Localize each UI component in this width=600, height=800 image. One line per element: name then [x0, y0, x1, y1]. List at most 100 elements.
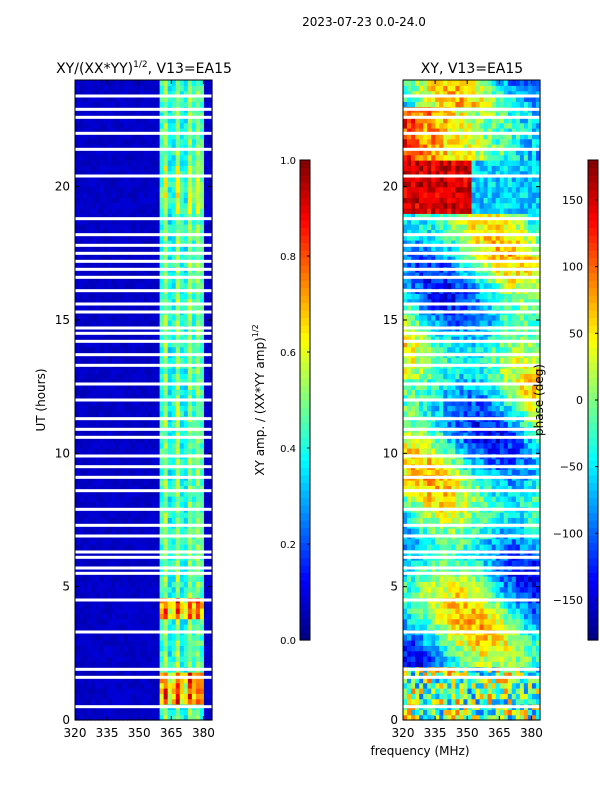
panel2-cell — [523, 608, 529, 614]
panel1-cell — [135, 368, 141, 374]
panel2-cell — [531, 618, 537, 625]
amplitude-colorbar-gradient-band — [300, 175, 310, 184]
panel1-cell — [95, 608, 100, 614]
panel1-cell — [99, 394, 104, 401]
panel2-cell — [427, 693, 432, 700]
panel1-cell — [191, 592, 197, 598]
panel1-cell — [191, 122, 197, 129]
panel1-cell — [99, 618, 104, 625]
panel1-cell — [187, 282, 193, 289]
panel1-cell — [99, 181, 104, 188]
panel1-cell — [167, 112, 173, 118]
panel1-cell — [111, 101, 116, 108]
panel1-cell — [199, 714, 205, 721]
panel1-cell — [111, 693, 116, 700]
panel1-cell — [155, 373, 161, 380]
panel2-cell — [431, 624, 436, 630]
panel1-cell — [127, 208, 133, 214]
panel1-cell — [175, 528, 181, 534]
panel1-cell — [207, 458, 213, 465]
panel2-cell — [483, 709, 489, 716]
panel1-cell — [123, 544, 128, 550]
panel1-cell — [107, 501, 112, 508]
panel1-cell — [175, 400, 181, 406]
panel1-cell — [127, 618, 133, 625]
panel2-cell — [427, 624, 432, 630]
panel1-cell — [79, 400, 84, 406]
panel1-cell — [103, 709, 108, 716]
panel1-cell — [171, 448, 177, 454]
panel1-cell — [143, 437, 149, 444]
panel1-cell — [179, 176, 185, 182]
panel1-cell — [75, 618, 80, 625]
panel1-flagged-row — [75, 475, 212, 479]
panel1-cell — [159, 485, 165, 492]
panel1-cell — [111, 384, 116, 390]
panel1-cell — [195, 698, 201, 705]
panel1-cell — [167, 656, 173, 662]
panel1-cell — [179, 261, 185, 268]
panel1-cell — [115, 261, 120, 268]
panel1-cell — [179, 517, 185, 524]
panel1-cell — [91, 122, 96, 129]
panel1-cell — [167, 138, 173, 145]
panel1-cell — [171, 117, 177, 124]
panel1-cell — [187, 640, 193, 646]
panel1-cell — [127, 160, 133, 166]
panel1-cell — [179, 320, 185, 326]
panel1-cell — [203, 341, 209, 348]
panel1-cell — [207, 682, 213, 689]
panel1-cell — [135, 128, 141, 134]
panel1-cell — [175, 624, 181, 630]
panel1-cell — [159, 480, 165, 486]
panel2-cell — [459, 624, 465, 630]
panel1-cell — [183, 714, 189, 721]
panel1-cell — [131, 496, 137, 502]
panel1-cell — [135, 490, 141, 497]
panel1-cell — [143, 181, 149, 188]
panel1-cell — [139, 538, 145, 545]
panel1-cell — [183, 538, 189, 545]
panel2-cell — [491, 634, 497, 641]
panel1-cell — [127, 496, 133, 502]
panel1-cell — [151, 490, 157, 497]
panel1-cell — [107, 400, 112, 406]
panel1-cell — [131, 202, 137, 209]
panel1-cell — [123, 202, 128, 209]
panel1-cell — [115, 373, 120, 380]
panel1-cell — [79, 384, 84, 390]
panel1-cell — [143, 80, 149, 86]
panel1-cell — [203, 122, 209, 129]
panel1-cell — [183, 560, 189, 566]
panel1-cell — [115, 613, 120, 620]
panel1-cell — [167, 389, 173, 396]
panel1-cell — [119, 432, 124, 438]
panel1-cell — [163, 448, 169, 454]
panel1-cell — [195, 512, 201, 518]
panel1-cell — [107, 394, 112, 401]
panel2-cell — [511, 650, 517, 657]
panel1-cell — [75, 133, 80, 140]
panel1-cell — [107, 608, 112, 614]
panel1-cell — [147, 202, 153, 209]
panel1-cell — [195, 517, 201, 524]
panel1-cell — [119, 608, 124, 614]
panel1-cell — [99, 373, 104, 380]
panel2-cell — [527, 677, 533, 684]
panel1-cell — [155, 112, 161, 118]
panel1-cell — [123, 490, 128, 497]
panel1-cell — [127, 650, 133, 657]
panel1-cell — [87, 256, 92, 262]
panel1-cell — [203, 293, 209, 300]
panel1-cell — [83, 197, 88, 204]
panel1-cell — [175, 133, 181, 140]
amplitude-colorbar-gradient-band — [300, 542, 310, 551]
panel1-cell — [195, 117, 201, 124]
panel1-cell — [139, 357, 145, 364]
panel1-cell — [91, 298, 96, 305]
panel1-cell — [159, 656, 165, 662]
panel1-cell — [163, 117, 169, 124]
panel1-cell — [135, 437, 141, 444]
panel1-cell — [191, 709, 197, 716]
panel1-cell — [191, 485, 197, 492]
